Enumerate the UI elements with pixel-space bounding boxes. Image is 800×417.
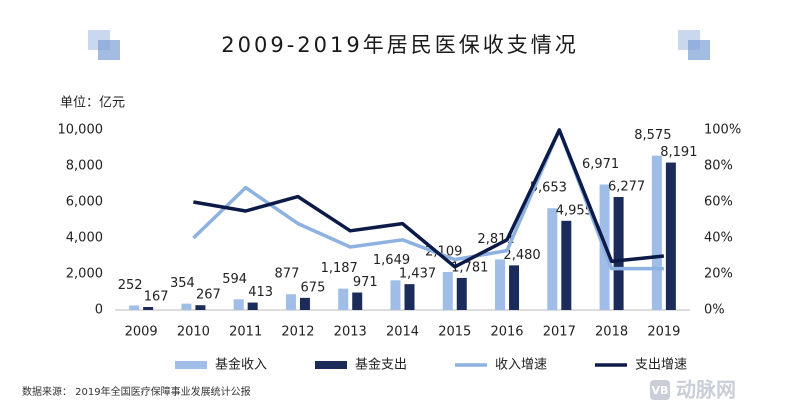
data-label: 877 bbox=[275, 267, 300, 282]
data-label: 971 bbox=[353, 275, 378, 290]
chart-title: 2009-2019年居民医保收支情况 bbox=[221, 33, 578, 57]
x-tick-label: 2018 bbox=[595, 325, 628, 340]
bar bbox=[547, 208, 558, 310]
x-tick-label: 2019 bbox=[647, 325, 680, 340]
y-tick-label: 4,000 bbox=[66, 231, 103, 246]
data-label: 1,649 bbox=[373, 253, 410, 268]
data-label: 6,971 bbox=[582, 157, 619, 172]
y2-tick-label: 80% bbox=[704, 159, 733, 174]
data-label: 594 bbox=[222, 272, 247, 287]
data-label: 8,575 bbox=[634, 128, 671, 143]
bar bbox=[247, 302, 258, 310]
bar bbox=[352, 292, 363, 310]
data-label: 6,277 bbox=[608, 180, 645, 195]
bar bbox=[509, 265, 520, 310]
y2-tick-label: 60% bbox=[704, 195, 733, 210]
bar bbox=[442, 272, 453, 310]
bar bbox=[285, 294, 296, 310]
data-label: 252 bbox=[118, 278, 143, 293]
y2-tick-label: 40% bbox=[704, 231, 733, 246]
data-label: 1,781 bbox=[451, 260, 488, 275]
data-label: 5,653 bbox=[530, 181, 567, 196]
legend-label: 收入增速 bbox=[495, 358, 547, 373]
bar bbox=[404, 284, 415, 310]
bar bbox=[299, 297, 310, 310]
data-label: 2,811 bbox=[477, 232, 514, 247]
y-tick-label: 8,000 bbox=[66, 159, 103, 174]
y-tick-label: 6,000 bbox=[66, 195, 103, 210]
watermark: 动脉网 bbox=[676, 378, 736, 402]
bar bbox=[233, 299, 244, 310]
bar bbox=[143, 306, 154, 310]
data-label: 675 bbox=[301, 280, 326, 295]
bar bbox=[390, 280, 401, 310]
legend-label: 基金支出 bbox=[355, 357, 407, 373]
data-label: 8,191 bbox=[660, 145, 697, 160]
x-tick-label: 2017 bbox=[543, 325, 576, 340]
legend-swatch bbox=[175, 361, 207, 369]
y-tick-label: 0 bbox=[95, 303, 103, 318]
x-tick-label: 2012 bbox=[281, 325, 314, 340]
decor bbox=[688, 40, 710, 60]
x-tick-label: 2010 bbox=[177, 325, 210, 340]
bar bbox=[561, 220, 572, 310]
logo: VB bbox=[652, 384, 669, 397]
y-tick-label: 10,000 bbox=[58, 123, 104, 138]
bar bbox=[665, 162, 676, 310]
bar bbox=[495, 259, 506, 310]
logo-box bbox=[650, 380, 670, 400]
bar bbox=[195, 305, 206, 310]
y-tick-label: 2,000 bbox=[66, 267, 103, 282]
y2-tick-label: 100% bbox=[704, 123, 741, 138]
x-tick-label: 2013 bbox=[334, 325, 367, 340]
data-label: 167 bbox=[144, 289, 169, 304]
bar bbox=[181, 303, 192, 310]
bar bbox=[613, 197, 624, 310]
x-tick-label: 2014 bbox=[386, 325, 419, 340]
data-label: 267 bbox=[196, 288, 221, 303]
legend-swatch bbox=[315, 361, 347, 369]
bar bbox=[651, 155, 662, 310]
bar bbox=[456, 277, 467, 310]
data-label: 354 bbox=[170, 276, 195, 291]
data-label: 4,955 bbox=[556, 203, 593, 218]
line bbox=[193, 128, 665, 269]
data-label: 1,187 bbox=[321, 261, 358, 276]
legend-label: 支出增速 bbox=[635, 358, 687, 373]
bar bbox=[129, 305, 140, 310]
x-tick-label: 2015 bbox=[438, 325, 471, 340]
decor bbox=[98, 40, 120, 60]
x-tick-label: 2009 bbox=[125, 325, 158, 340]
unit-label: 单位：亿元 bbox=[60, 96, 125, 111]
legend-label: 基金收入 bbox=[215, 357, 267, 373]
data-label: 1,437 bbox=[399, 267, 436, 282]
y2-tick-label: 20% bbox=[704, 267, 733, 282]
x-tick-label: 2011 bbox=[229, 325, 262, 340]
bar bbox=[338, 288, 349, 310]
data-label: 2,480 bbox=[503, 248, 540, 263]
x-tick-label: 2016 bbox=[490, 325, 523, 340]
source: 数据来源： 2019年全国医疗保障事业发展统计公报 bbox=[22, 385, 251, 398]
data-label: 413 bbox=[248, 285, 273, 300]
y2-tick-label: 0% bbox=[704, 303, 725, 318]
